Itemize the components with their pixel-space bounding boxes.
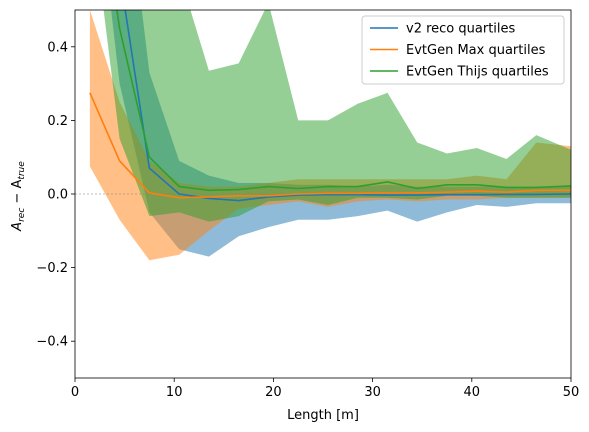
legend-box [361, 15, 565, 85]
legend-label-1: v2 reco quartiles [406, 22, 516, 37]
x-axis-label: Length [m] [287, 408, 359, 423]
y-tick-label: 0.4 [47, 40, 68, 55]
y-axis-ticks: −0.4 −0.2 0.0 0.2 0.4 [36, 40, 75, 350]
y-tick-label: 0.2 [47, 114, 68, 129]
median-lines [89, 10, 571, 202]
x-tick-label: 20 [265, 385, 282, 400]
x-tick-label: 50 [563, 385, 580, 400]
y-axis-label-mid: − A [10, 180, 25, 208]
median-line-1 [124, 10, 571, 202]
x-tick-label: 40 [464, 385, 481, 400]
y-axis-label-sub2: true [17, 161, 27, 180]
y-axis-label-sub1: rec [17, 208, 27, 222]
y-tick-label: 0.0 [47, 188, 68, 203]
legend-label-3: EvtGen Thijs quartiles [406, 65, 549, 80]
x-tick-label: 30 [364, 385, 381, 400]
x-tick-label: 0 [71, 385, 79, 400]
legend: v2 reco quartiles EvtGen Max quartiles Evt… [361, 15, 565, 85]
y-axis-label: Arec − Atrue [10, 161, 27, 232]
x-tick-label: 10 [166, 385, 183, 400]
x-axis-ticks: 0 10 20 30 40 50 [71, 378, 579, 400]
median-line-2 [89, 92, 571, 199]
legend-label-2: EvtGen Max quartiles [406, 43, 546, 58]
median-line-3 [116, 10, 571, 192]
y-axis-label-main: A [10, 222, 25, 232]
quartile-band-3 [103, 10, 571, 222]
y-tick-label: −0.2 [36, 261, 68, 276]
y-tick-label: −0.4 [36, 335, 68, 350]
